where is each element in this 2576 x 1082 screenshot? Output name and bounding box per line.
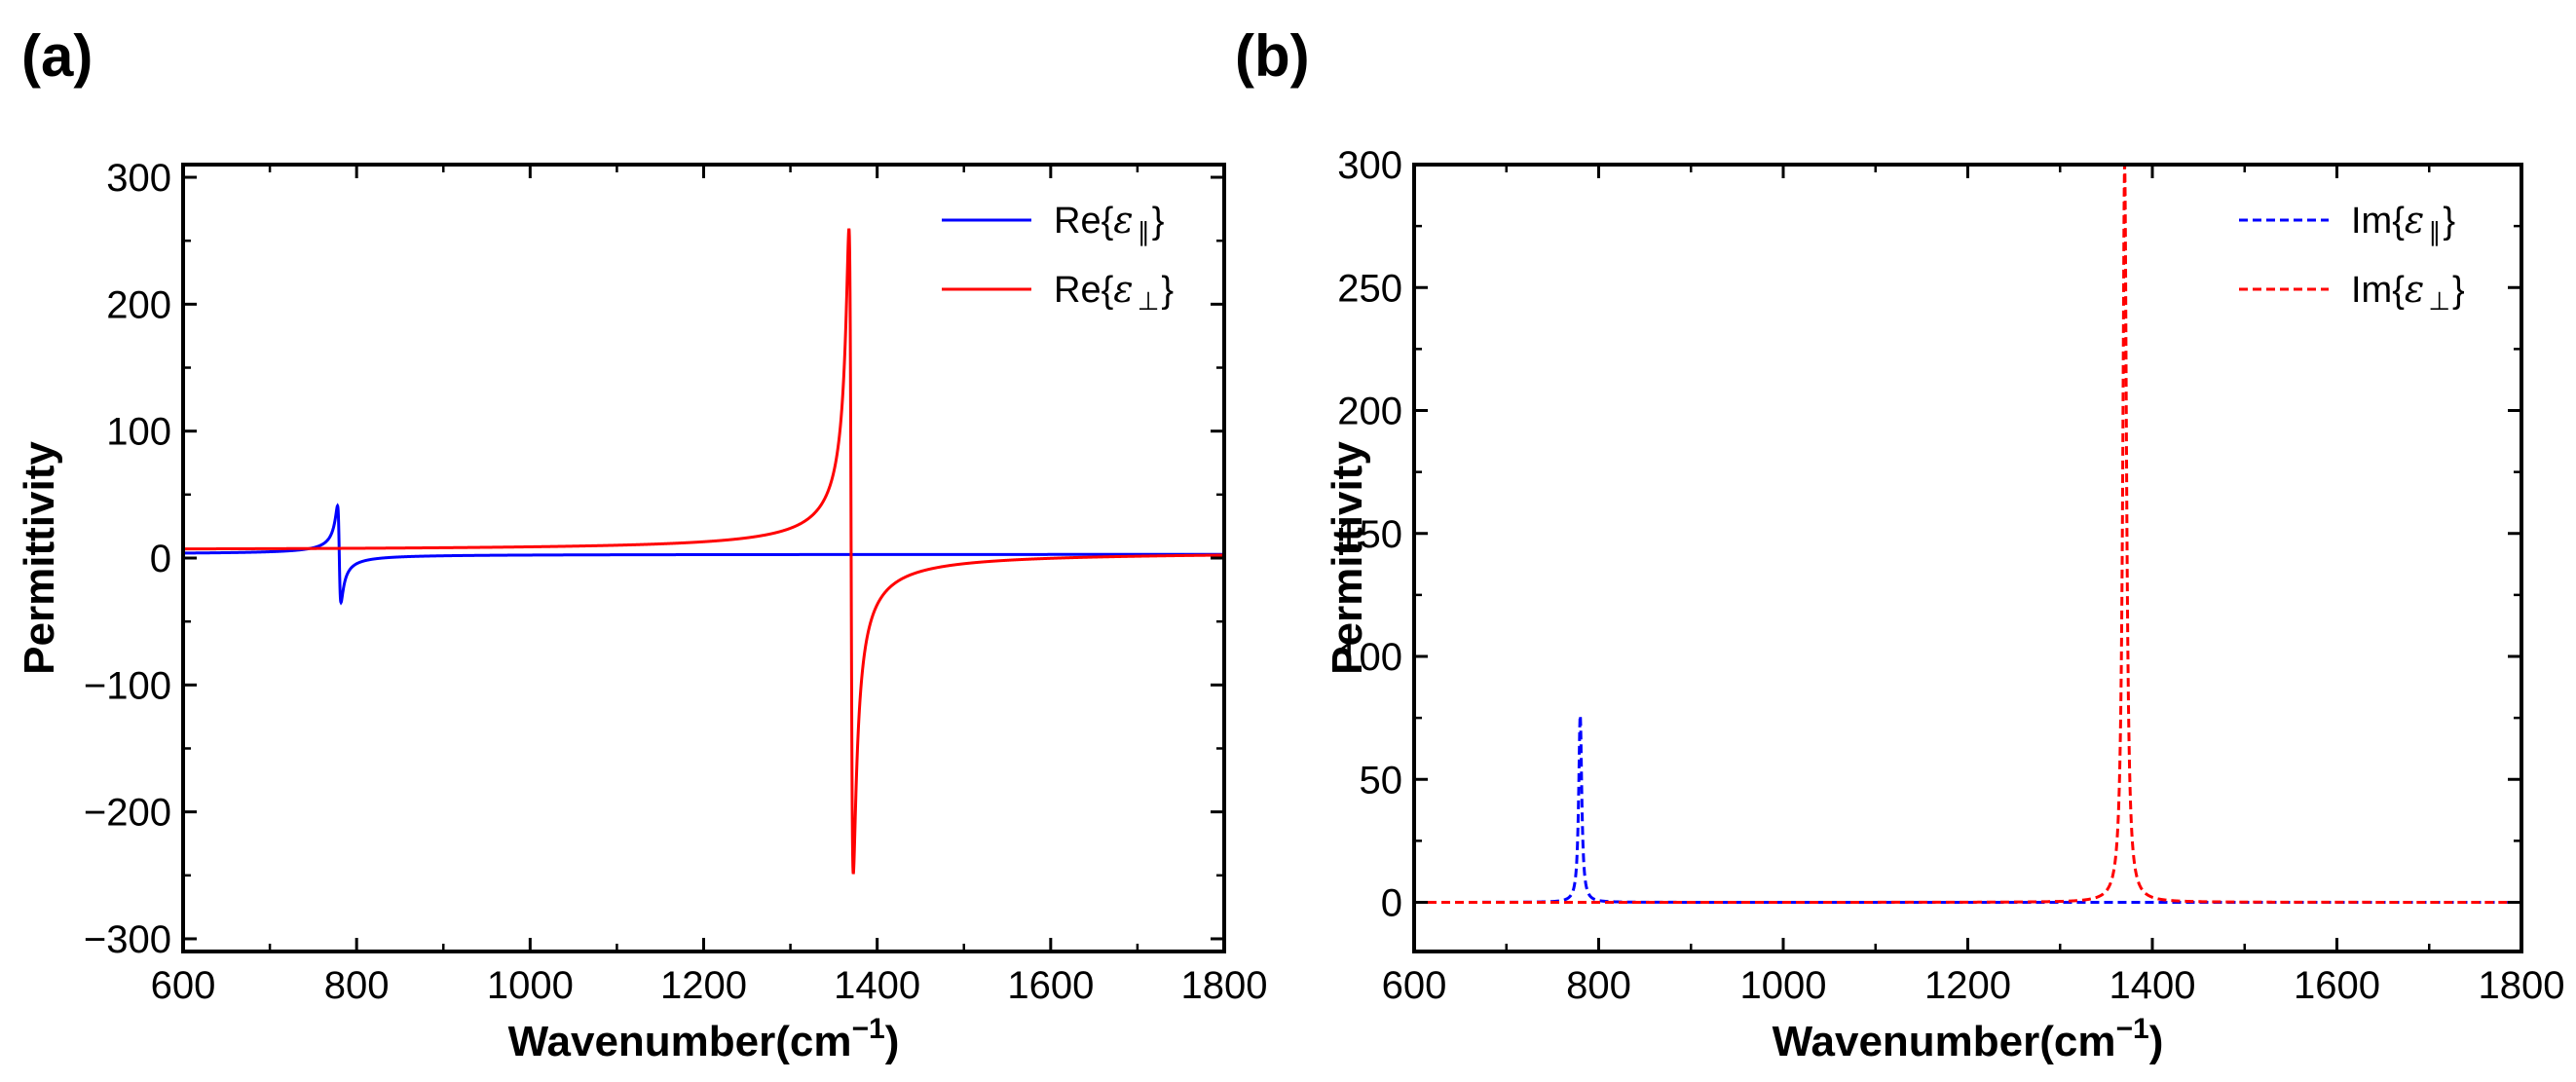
x-tick-label: 1600 <box>2294 964 2380 1007</box>
x-tick-label: 1800 <box>1181 964 1268 1007</box>
plot-area <box>183 228 1224 875</box>
y-tick-label: −100 <box>84 664 171 707</box>
x-tick-label: 1200 <box>1924 964 2011 1007</box>
series-line-perpendicular <box>1414 165 2521 904</box>
legend-label: Im{ε ∥} <box>2351 199 2455 246</box>
x-axis-label: Wavenumber(cm−1) <box>1773 1013 2164 1065</box>
legend-label: Re{ε ⊥} <box>1054 268 1174 316</box>
legend: Re{ε ∥} Re{ε ⊥} <box>942 199 1174 316</box>
x-tick-label: 1600 <box>1007 964 1094 1007</box>
y-tick-label: 100 <box>106 411 171 454</box>
panel-label: (a) <box>21 23 93 89</box>
y-tick-label: −200 <box>84 792 171 835</box>
y-tick-label: 150 <box>1337 513 1402 556</box>
y-tick-label: 200 <box>106 283 171 326</box>
y-tick-label: 0 <box>150 538 171 580</box>
y-tick-label: −300 <box>84 918 171 961</box>
y-tick-label: 200 <box>1337 391 1402 433</box>
legend-label: Re{ε ∥} <box>1054 199 1164 246</box>
y-axis-label: Permittivity <box>1324 441 1371 675</box>
x-tick-label: 1200 <box>660 964 747 1007</box>
panel-label: (b) <box>1235 23 1310 89</box>
series-line-perpendicular <box>183 228 1224 875</box>
x-tick-label: 800 <box>1566 964 1631 1007</box>
x-tick-label: 600 <box>151 964 216 1007</box>
x-tick-label: 1400 <box>834 964 920 1007</box>
y-tick-label: 100 <box>1337 636 1402 679</box>
chart-panel-a: (a)600 800 1000 1200 1400 1600 1800−300−200−10… <box>16 23 1267 1065</box>
y-tick-label: 250 <box>1337 267 1402 310</box>
y-tick-label: 300 <box>1337 144 1402 187</box>
plot-area <box>1414 165 2521 904</box>
x-tick-label: 1000 <box>1740 964 1827 1007</box>
x-axis-label: Wavenumber(cm−1) <box>508 1013 900 1065</box>
legend: Im{ε ∥} Im{ε ⊥} <box>2239 199 2465 316</box>
y-tick-label: 300 <box>106 157 171 200</box>
x-tick-label: 1000 <box>487 964 574 1007</box>
chart-panel-b: (b) 600 800 1000 1200 1400 1600 1800 0 50 100 150 20… <box>1235 23 2564 1065</box>
y-tick-label: 50 <box>1360 759 1403 802</box>
x-tick-label: 600 <box>1382 964 1447 1007</box>
legend-label: Im{ε ⊥} <box>2351 268 2465 316</box>
x-tick-label: 1400 <box>2109 964 2196 1007</box>
series-line-parallel <box>1414 715 2521 904</box>
y-tick-label: 0 <box>1381 882 1402 925</box>
y-axis-label: Permittivity <box>16 441 63 675</box>
x-tick-label: 1800 <box>2479 964 2565 1007</box>
series-line-parallel <box>183 503 1224 606</box>
x-tick-label: 800 <box>324 964 390 1007</box>
